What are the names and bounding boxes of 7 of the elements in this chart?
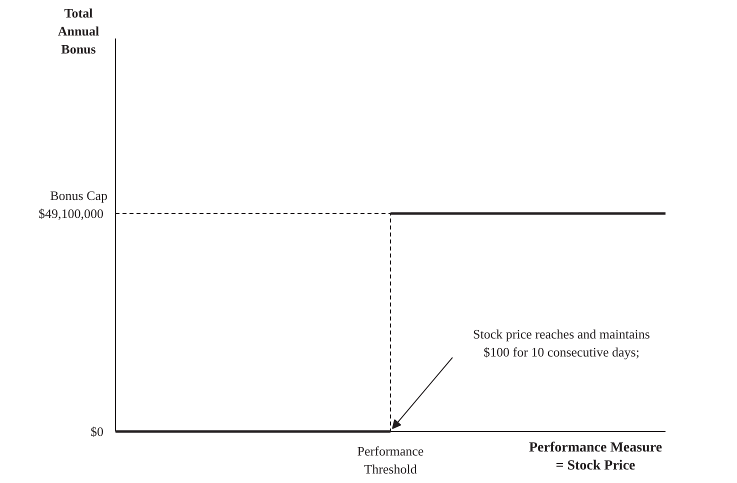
annotation: Stock price reaches and maintains $100 for 10 consecutive days;: [473, 326, 650, 360]
y-tick-label: $0: [90, 424, 104, 439]
text: Bonus Cap: [50, 188, 108, 203]
y-tick-label: $49,100,000: [38, 206, 104, 221]
x-axis-title: Performance Measure = Stock Price: [528, 440, 662, 474]
y-axis-title: Total Annual Bonus: [58, 6, 100, 56]
x-tick-label: Performance Threshold: [357, 444, 424, 476]
